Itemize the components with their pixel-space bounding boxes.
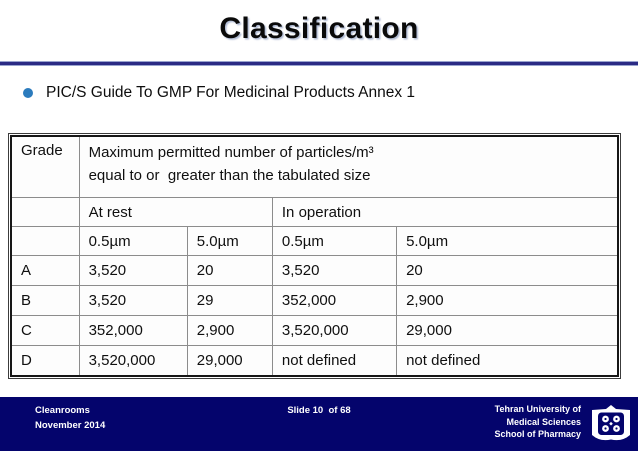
classification-table: Grade Maximum permitted number of partic… bbox=[10, 135, 619, 377]
header-empty-cell bbox=[10, 226, 80, 256]
header-size: 0.5µm bbox=[271, 226, 398, 256]
university-name-line: Medical Sciences bbox=[506, 416, 581, 427]
header-span-title: Maximum permitted number of particles/m³… bbox=[78, 135, 619, 198]
university-logo-icon bbox=[592, 405, 630, 441]
footer-topic: Cleanrooms bbox=[35, 405, 90, 416]
value-cell: 352,000 bbox=[78, 315, 188, 346]
header-empty-cell bbox=[10, 197, 80, 227]
value-cell: not defined bbox=[396, 345, 619, 377]
table-row: D 3,520,000 29,000 not defined not defin… bbox=[10, 345, 619, 377]
bullet-line: PIC/S Guide To GMP For Medicinal Product… bbox=[23, 84, 415, 102]
university-school-line: School of Pharmacy bbox=[494, 429, 581, 440]
value-cell: not defined bbox=[271, 345, 398, 377]
value-cell: 3,520 bbox=[78, 285, 188, 316]
value-cell: 3,520,000 bbox=[271, 315, 398, 346]
university-name-line: Tehran University of bbox=[494, 404, 581, 414]
table-row: B 3,520 29 352,000 2,900 bbox=[10, 285, 619, 316]
value-cell: 3,520,000 bbox=[78, 345, 188, 377]
table-header-row-state: At rest In operation bbox=[10, 197, 619, 227]
value-cell: 29,000 bbox=[396, 315, 619, 346]
classification-table-frame: Grade Maximum permitted number of partic… bbox=[8, 133, 621, 379]
bullet-dot-icon bbox=[23, 88, 33, 98]
footer-left-block: Cleanrooms November 2014 bbox=[35, 404, 105, 433]
grade-cell: C bbox=[10, 315, 80, 346]
footer-bar: Cleanrooms November 2014 Slide 10 of 68 … bbox=[0, 397, 638, 451]
value-cell: 3,520 bbox=[78, 255, 188, 286]
header-size: 5.0µm bbox=[396, 226, 619, 256]
header-at-rest: At rest bbox=[78, 197, 273, 227]
header-size: 0.5µm bbox=[78, 226, 188, 256]
table-row: C 352,000 2,900 3,520,000 29,000 bbox=[10, 315, 619, 346]
value-cell: 2,900 bbox=[396, 285, 619, 316]
slide-number: Slide 10 of 68 bbox=[287, 405, 351, 416]
table-header-row-main: Grade Maximum permitted number of partic… bbox=[10, 135, 619, 198]
bullet-text: PIC/S Guide To GMP For Medicinal Product… bbox=[46, 84, 416, 101]
header-size: 5.0µm bbox=[186, 226, 273, 256]
value-cell: 3,520 bbox=[271, 255, 398, 286]
value-cell: 20 bbox=[396, 255, 619, 286]
table-row: A 3,520 20 3,520 20 bbox=[10, 255, 619, 286]
grade-cell: B bbox=[10, 285, 80, 316]
table-header-row-sizes: 0.5µm 5.0µm 0.5µm 5.0µm bbox=[10, 226, 619, 256]
value-cell: 352,000 bbox=[271, 285, 398, 316]
grade-cell: D bbox=[10, 345, 80, 377]
header-in-operation: In operation bbox=[271, 197, 619, 227]
footer-university-block: Tehran University of Medical Sciences Sc… bbox=[494, 403, 581, 441]
value-cell: 29 bbox=[186, 285, 273, 316]
grade-cell: A bbox=[10, 255, 80, 286]
title-divider-line bbox=[0, 61, 638, 66]
value-cell: 20 bbox=[186, 255, 273, 286]
footer-date: November 2014 bbox=[35, 419, 106, 431]
value-cell: 2,900 bbox=[186, 315, 273, 346]
page-title: Classification bbox=[219, 12, 419, 45]
header-grade: Grade bbox=[10, 135, 80, 198]
value-cell: 29,000 bbox=[186, 345, 273, 377]
